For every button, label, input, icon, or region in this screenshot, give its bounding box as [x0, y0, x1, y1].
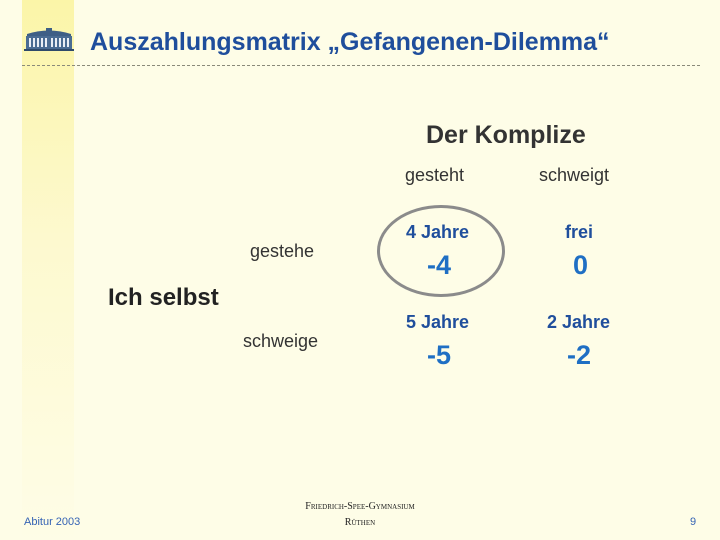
column-header-gesteht: gesteht	[405, 165, 465, 185]
cell-payoff: -2	[567, 340, 592, 370]
cell-label: 5 Jahre	[406, 312, 470, 332]
column-header-schweigt: schweigt	[539, 165, 610, 185]
footer-exam-label: Abitur 2003	[24, 516, 81, 528]
cell-payoff: 0	[573, 250, 589, 280]
row-header-gestehe: gestehe	[250, 241, 315, 261]
decorative-side-band	[22, 0, 74, 540]
title-divider	[22, 65, 700, 66]
cell-label: frei	[565, 222, 594, 242]
slide-title: Auszahlungsmatrix „Gefangenen-Dilemma“	[90, 28, 610, 56]
school-building-icon	[24, 28, 74, 51]
cell-label: 2 Jahre	[547, 312, 611, 332]
footer-school: Friedrich-Spee-Gymnasium Rüthen	[260, 499, 460, 531]
highlight-circle	[377, 205, 505, 297]
column-player-label: Der Komplize	[426, 121, 586, 149]
cell-payoff: -4	[427, 250, 452, 280]
page-number: 9	[690, 516, 697, 528]
row-header-schweige: schweige	[243, 331, 319, 351]
cell-payoff: -5	[427, 340, 452, 370]
footer-school-name: Friedrich-Spee-Gymnasium	[305, 501, 415, 512]
footer-school-town: Rüthen	[344, 517, 376, 528]
cell-label: 4 Jahre	[406, 222, 470, 242]
row-player-label: Ich selbst	[108, 284, 219, 311]
